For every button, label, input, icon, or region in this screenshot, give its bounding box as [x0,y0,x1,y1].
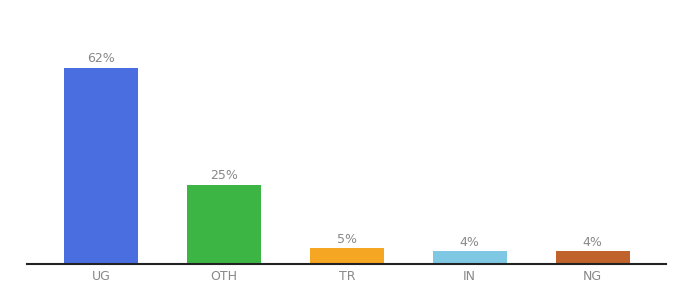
Bar [310,248,384,264]
Bar [187,185,260,264]
Bar [556,251,630,264]
Text: 4%: 4% [583,236,602,249]
Text: 25%: 25% [210,169,238,182]
Bar [433,251,507,264]
Text: 4%: 4% [460,236,479,249]
Text: 5%: 5% [337,232,357,246]
Bar [64,68,138,264]
Text: 62%: 62% [87,52,115,65]
